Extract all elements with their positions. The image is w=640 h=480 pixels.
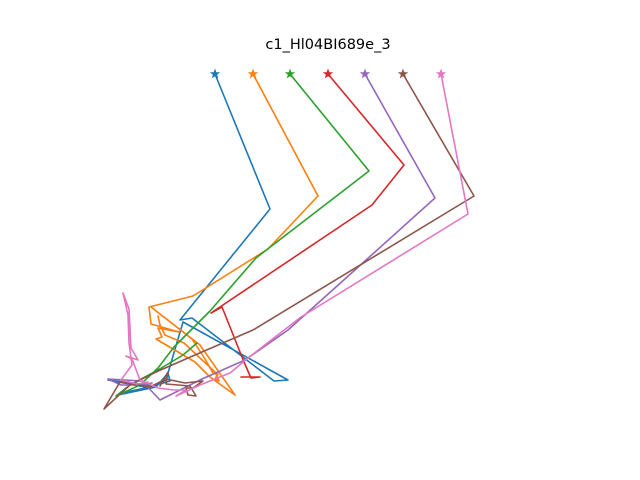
start-star-marker-2 xyxy=(247,68,259,79)
start-star-marker-5 xyxy=(359,68,371,79)
start-star-marker-4 xyxy=(322,68,334,79)
start-star-marker-7 xyxy=(435,68,447,79)
start-star-marker-3 xyxy=(284,68,296,79)
chart-title: c1_Hl04BI689e_3 xyxy=(265,37,390,53)
trajectory-line-3 xyxy=(115,73,370,397)
trajectory-traces xyxy=(103,73,475,410)
start-markers xyxy=(209,68,447,79)
start-star-marker-6 xyxy=(397,68,409,79)
trajectory-line-6 xyxy=(103,73,475,410)
start-star-marker-1 xyxy=(209,68,221,79)
trajectory-line-7 xyxy=(120,73,469,397)
trajectory-line-4 xyxy=(210,73,405,379)
